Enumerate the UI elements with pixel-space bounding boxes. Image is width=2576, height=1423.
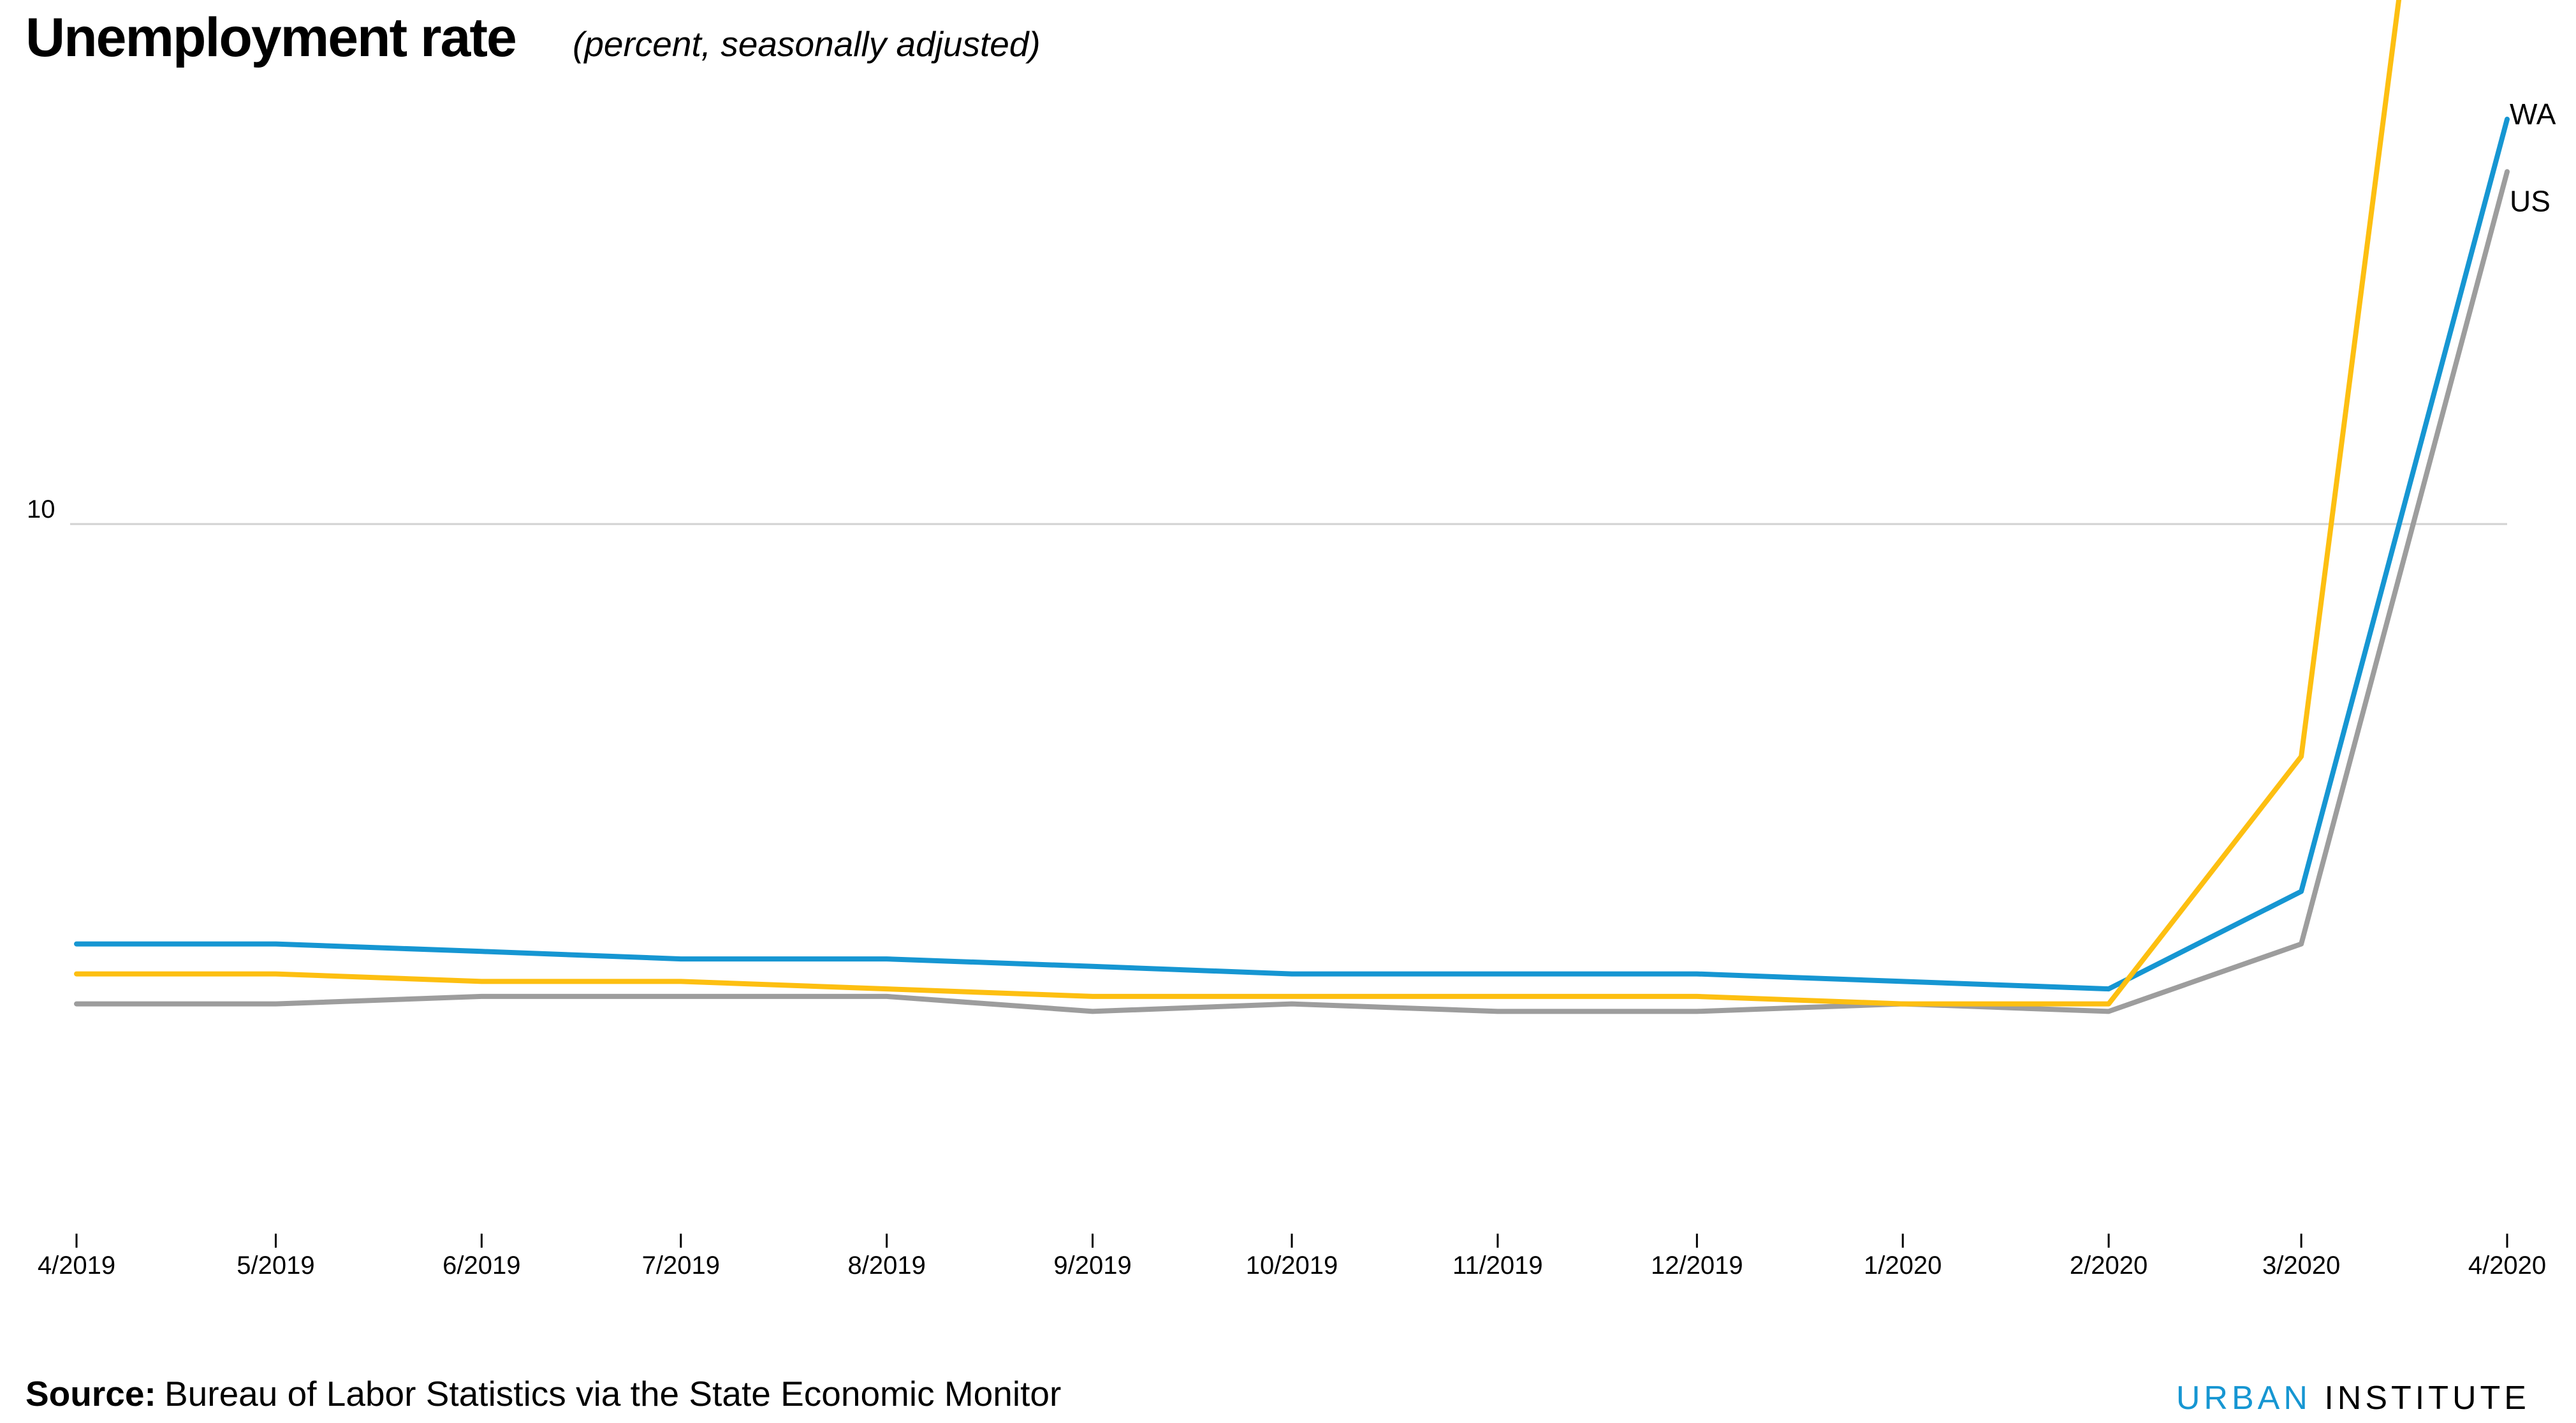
series-lines: [74, 0, 2510, 1014]
x-tick-label-10: 2/2020: [2070, 1252, 2148, 1280]
x-tick-label-9: 1/2020: [1864, 1252, 1942, 1280]
x-axis: 4/2019 5/2019 6/2019 7/2019 8/2019 9/2019 10/2…: [38, 1234, 2546, 1280]
y-axis-ticks: 102030: [27, 495, 55, 523]
brand-space: [2311, 1380, 2324, 1417]
x-tick-label-3: 7/2019: [642, 1252, 720, 1280]
source-text: Bureau of Labor Statistics via the State…: [165, 1374, 1061, 1413]
x-tick-label-6: 10/2019: [1246, 1252, 1338, 1280]
x-tick-label-5: 9/2019: [1053, 1252, 1131, 1280]
x-tick-label-0: 4/2019: [38, 1252, 115, 1280]
source-label: Source:: [26, 1374, 156, 1413]
x-tick-label-8: 12/2019: [1651, 1252, 1743, 1280]
series-line-wa: [74, 117, 2510, 992]
y-tick-label-10: 10: [27, 495, 55, 523]
brand-logo: URBAN INSTITUTE: [2176, 1380, 2530, 1417]
x-tick-label-7: 11/2019: [1453, 1252, 1543, 1280]
x-tick-label-1: 5/2019: [237, 1252, 314, 1280]
brand-institute: INSTITUTE: [2324, 1380, 2530, 1417]
chart-subtitle: (percent, seasonally adjusted): [573, 24, 1041, 64]
chart-title: Unemployment rate: [26, 7, 516, 68]
x-tick-label-4: 8/2019: [847, 1252, 925, 1280]
x-tick-label-2: 6/2019: [443, 1252, 520, 1280]
brand-urban: URBAN: [2176, 1380, 2311, 1417]
series-label-wa: WA: [2510, 98, 2556, 131]
series-line-nv: [74, 0, 2402, 1007]
x-tick-label-12: 4/2020: [2468, 1252, 2546, 1280]
gridlines: [70, 523, 2507, 525]
x-tick-label-11: 3/2020: [2262, 1252, 2340, 1280]
series-line-us: [74, 169, 2510, 1014]
series-labels: NVWAUS: [2510, 98, 2556, 217]
series-label-us: US: [2510, 184, 2550, 217]
